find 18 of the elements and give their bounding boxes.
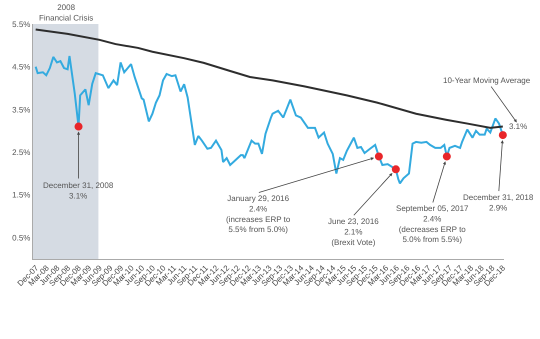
- annotation: June 23, 2016 2.1% (Brexit Vote): [328, 217, 380, 247]
- text: 10-Year Moving Average: [443, 76, 531, 85]
- point: [442, 152, 451, 160]
- point: [498, 131, 507, 140]
- y-tick-label: 4.5%: [12, 62, 30, 72]
- y-tick-label: 0.5%: [12, 233, 30, 242]
- point: [374, 152, 383, 160]
- annotation: January 29, 2016 2.4% (increases ERP to 5.5% from 5.0%): [226, 194, 291, 234]
- y-tick-label: 3.5%: [12, 105, 30, 114]
- point: [74, 122, 83, 131]
- y-tick-label: 5.5%: [12, 20, 30, 29]
- y-tick-label: 1.5%: [12, 190, 30, 200]
- y-tick-label: 2.5%: [12, 148, 30, 157]
- annotation: December 31, 2008 3.1%: [43, 181, 114, 200]
- annotation: September 05, 2017 2.4% (decreases ERP to 5.0% from 5.5%): [396, 204, 470, 244]
- data-label: 3.1%: [509, 122, 528, 131]
- band-label: 2008 Financial Crisis: [39, 3, 94, 22]
- point: [392, 165, 400, 174]
